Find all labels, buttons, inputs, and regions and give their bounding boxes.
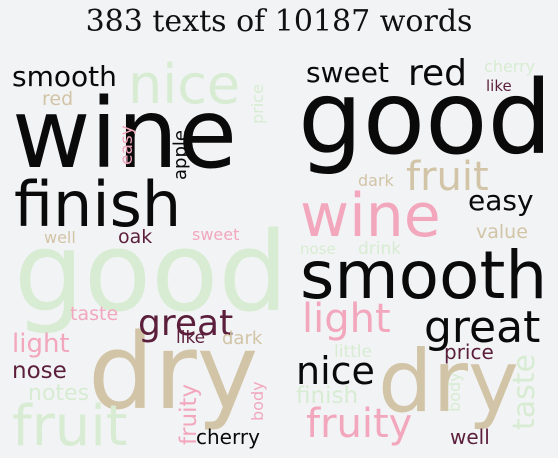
cloud-word-smooth: smooth [12, 60, 117, 93]
cloud-word-dry: dry [378, 332, 519, 432]
cloud-word-little: little [334, 342, 372, 362]
cloud-word-easy: easy [468, 184, 534, 217]
cloud-word-body: body [248, 381, 267, 421]
cloud-word-body: body [445, 372, 464, 412]
cloud-word-finish: finish [14, 168, 181, 241]
cloud-word-red: red [42, 88, 73, 110]
cloud-word-taste: taste [70, 303, 118, 325]
cloud-word-notes: notes [28, 381, 89, 406]
cloud-word-smooth: smooth [300, 237, 547, 314]
cloud-word-well: well [450, 425, 490, 449]
cloud-word-dark: dark [222, 328, 263, 349]
page-title: 383 texts of 10187 words [85, 4, 473, 39]
cloud-word-fruity: fruity [176, 384, 202, 445]
cloud-word-sweet: sweet [192, 225, 239, 244]
cloud-word-easy: easy [117, 125, 137, 165]
cloud-word-price: price [444, 340, 494, 364]
cloud-word-light: light [12, 329, 70, 359]
cloud-word-like: like [486, 77, 512, 95]
cloud-word-wine: wine [300, 181, 441, 251]
cloud-word-apple: apple [170, 130, 191, 180]
cloud-word-fruit: fruit [12, 394, 128, 458]
cloud-word-light: light [302, 296, 391, 342]
cloud-word-drink: drink [358, 239, 401, 259]
cloud-word-well: well [44, 228, 76, 247]
cloud-word-red: red [408, 53, 467, 94]
cloud-word-sweet: sweet [306, 56, 389, 89]
cloud-word-dry: dry [88, 311, 258, 433]
cloud-word-great: great [424, 302, 540, 353]
cloud-word-nose: nose [300, 240, 336, 258]
cloud-word-dark: dark [358, 171, 395, 190]
cloud-word-good: good [298, 59, 552, 178]
cloud-word-like: like [176, 328, 205, 348]
cloud-word-fruit: fruit [406, 154, 489, 200]
cloud-word-cherry: cherry [196, 425, 260, 449]
cloud-word-nice: nice [128, 53, 240, 116]
cloud-word-oak: oak [118, 226, 152, 248]
cloud-word-price: price [248, 84, 267, 124]
cloud-word-value: value [476, 221, 528, 243]
cloud-word-nose: nose [12, 358, 67, 384]
cloud-word-wine: wine [12, 78, 237, 190]
cloud-word-good: good [14, 208, 288, 336]
cloud-word-taste: taste [507, 354, 542, 430]
cloud-word-finish: finish [296, 383, 358, 409]
cloud-word-cherry: cherry [484, 57, 535, 76]
cloud-word-fruity: fruity [306, 401, 412, 447]
cloud-word-great: great [138, 303, 233, 344]
cloud-word-nice: nice [296, 349, 375, 393]
